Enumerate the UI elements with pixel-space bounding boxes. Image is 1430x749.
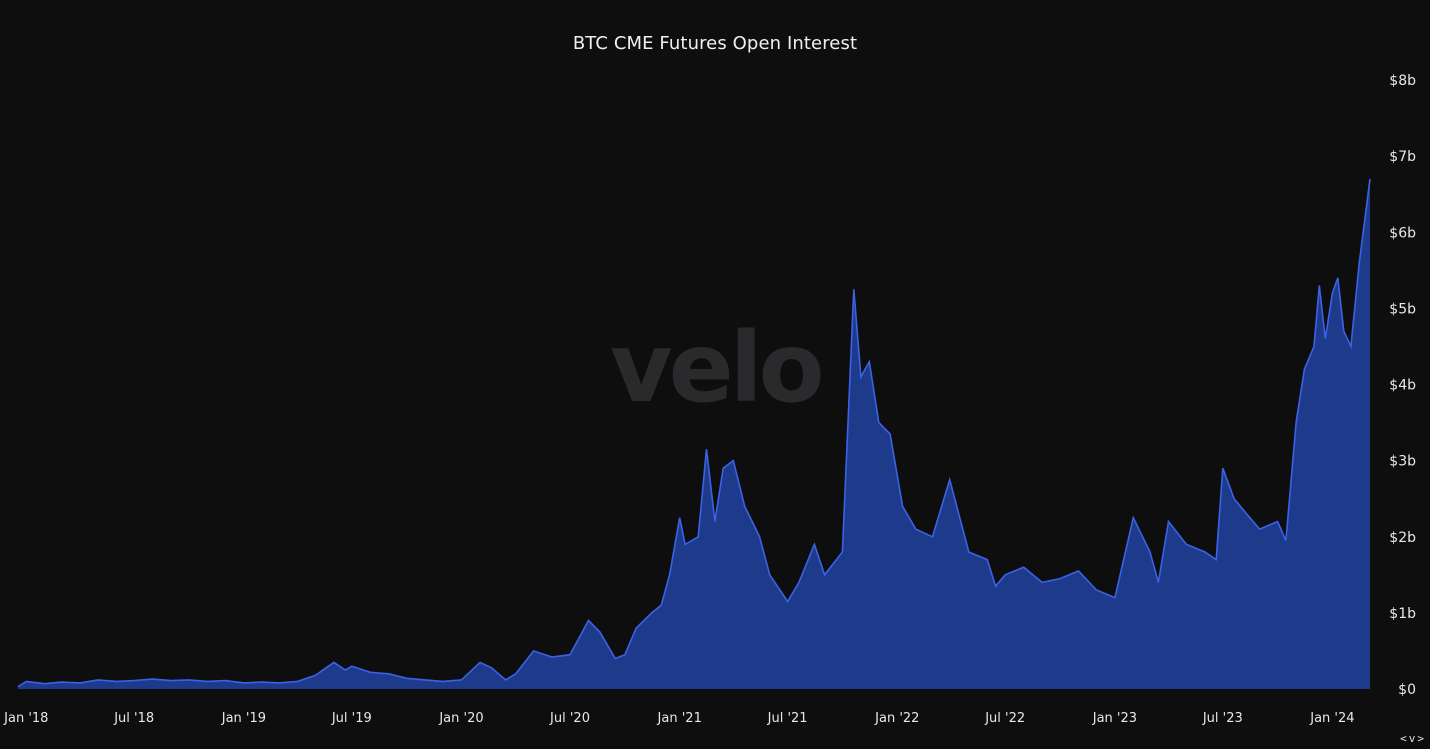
x-tick-label: Jul '22	[984, 711, 1025, 726]
x-tick-label: Jan '20	[438, 711, 483, 726]
axis-scroll-control[interactable]: <v>	[1400, 732, 1426, 745]
y-tick-label: $1b	[1389, 606, 1416, 622]
series-area-group	[17, 178, 1371, 689]
velo-watermark-logo: velo	[610, 312, 825, 424]
x-tick-label: Jul '19	[331, 711, 372, 726]
y-tick-label: $0	[1398, 682, 1416, 698]
y-tick-label: $4b	[1389, 378, 1416, 394]
x-tick-label: Jan '18	[3, 711, 48, 726]
x-tick-label: Jul '20	[549, 711, 590, 726]
y-tick-label: $8b	[1389, 73, 1416, 89]
x-tick-label: Jul '23	[1202, 711, 1243, 726]
y-tick-label: $5b	[1389, 301, 1416, 317]
y-tick-label: $7b	[1389, 149, 1416, 165]
x-tick-label: Jan '21	[657, 711, 702, 726]
y-tick-label: $3b	[1389, 454, 1416, 470]
series-area-fill	[18, 179, 1370, 689]
x-axis: Jan '18 Jul '18 Jan '19 Jul '19 Jan '20 Jul '…	[3, 711, 1354, 726]
x-tick-label: Jul '18	[113, 711, 154, 726]
y-tick-label: $2b	[1389, 530, 1416, 546]
x-tick-label: Jan '22	[874, 711, 919, 726]
chart-title: BTC CME Futures Open Interest	[572, 33, 858, 54]
series-line	[17, 178, 1371, 688]
x-tick-label: Jan '23	[1092, 711, 1137, 726]
x-tick-label: Jan '19	[221, 711, 266, 726]
y-tick-label: $6b	[1389, 225, 1416, 241]
x-tick-label: Jul '21	[767, 711, 808, 726]
y-axis: $0 $1b $2b $3b $4b $5b $6b $7b $8b	[1389, 73, 1416, 698]
x-tick-label: Jan '24	[1309, 711, 1354, 726]
